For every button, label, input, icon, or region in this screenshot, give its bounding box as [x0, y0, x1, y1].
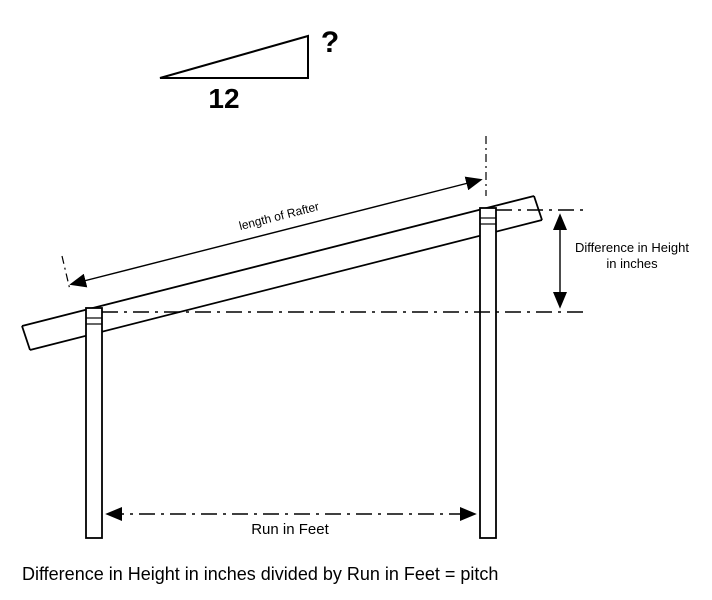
rafter-length-label: length of Rafter: [238, 199, 321, 233]
height-dimension: Difference in Height in inches: [560, 216, 689, 306]
run-label: Run in Feet: [251, 521, 329, 538]
rafter-length-dimension: length of Rafter: [62, 136, 486, 290]
right-post: [480, 208, 496, 538]
run-dimension: Run in Feet: [108, 514, 474, 538]
triangle-run-label: 12: [208, 83, 239, 114]
height-label-line1: Difference in Height: [575, 240, 689, 255]
triangle-rise-label: ?: [321, 26, 339, 59]
left-post: [86, 308, 102, 538]
roof-pitch-diagram: 12 ? length of Rafter Difference in Heig…: [0, 0, 712, 600]
height-label-line2: in inches: [606, 256, 658, 271]
pitch-formula: Difference in Height in inches divided b…: [22, 564, 498, 585]
pitch-triangle: 12 ?: [160, 26, 339, 114]
